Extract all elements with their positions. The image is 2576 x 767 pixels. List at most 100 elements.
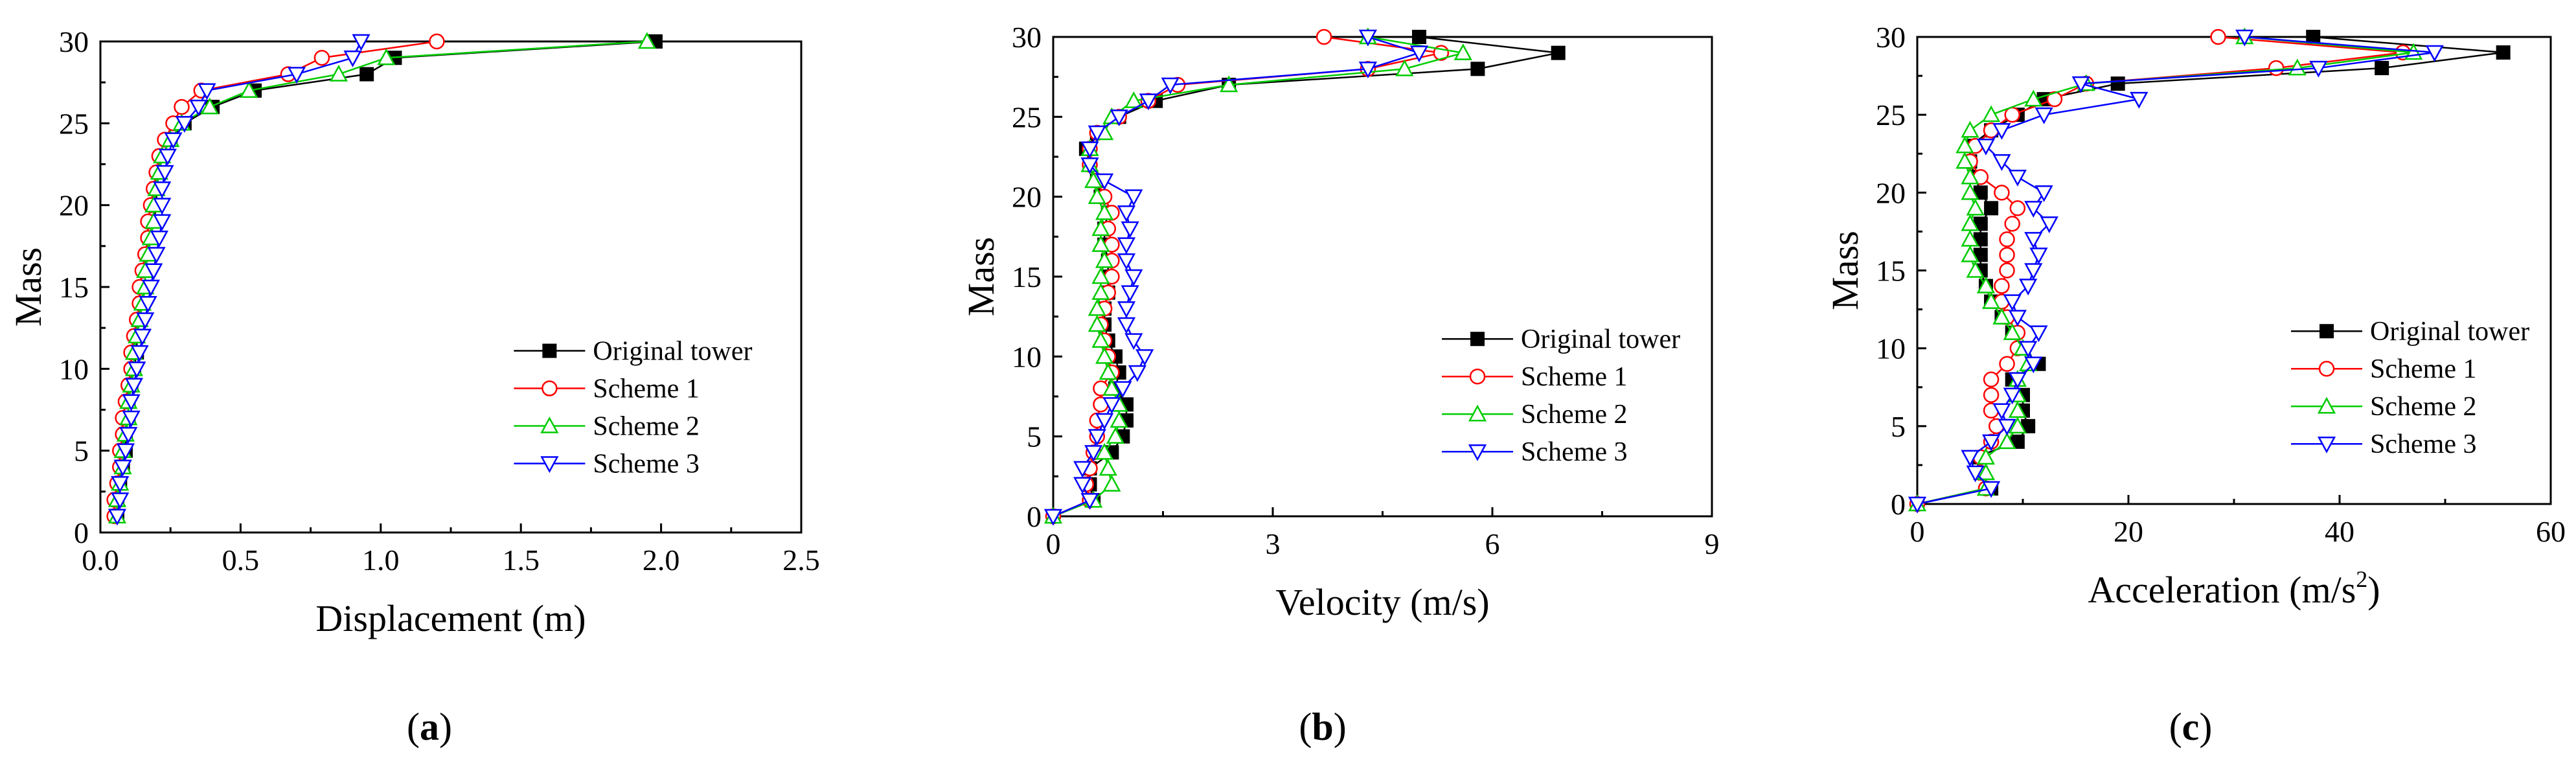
data-point xyxy=(1961,245,1979,262)
y-axis-title: Mass xyxy=(960,237,1002,316)
data-point xyxy=(1113,381,1132,398)
series-scheme-1 xyxy=(106,33,445,524)
data-point xyxy=(1470,62,1485,76)
data-point xyxy=(1091,283,1110,300)
data-point xyxy=(1961,214,1979,231)
y-tick-label: 30 xyxy=(1012,21,1042,54)
data-point xyxy=(1110,109,1128,126)
data-point xyxy=(1095,413,1114,430)
data-point xyxy=(122,410,141,428)
data-point xyxy=(153,214,172,231)
legend-marker xyxy=(2317,436,2336,453)
data-point xyxy=(1983,387,2000,404)
data-point xyxy=(124,378,144,395)
data-point xyxy=(1121,285,1139,303)
data-point xyxy=(2004,216,2020,232)
x-tick-label: 40 xyxy=(2325,515,2354,548)
legend-marker xyxy=(540,456,559,474)
data-point xyxy=(1981,105,2001,122)
y-axis-title: Mass xyxy=(7,247,49,326)
y-tick-label: 10 xyxy=(1012,340,1042,373)
data-point xyxy=(1080,493,1099,510)
data-point xyxy=(1095,442,1114,460)
legend-label: Scheme 1 xyxy=(1521,362,1627,392)
data-point xyxy=(1124,333,1143,350)
data-point xyxy=(130,345,149,362)
data-point xyxy=(1908,496,1927,514)
data-point xyxy=(1961,450,1979,467)
legend-entry: Scheme 1 xyxy=(514,374,700,404)
data-point xyxy=(1128,365,1147,382)
legend-label: Original tower xyxy=(593,337,752,367)
x-tick-label: 0 xyxy=(1046,527,1061,560)
data-point xyxy=(1395,59,1414,76)
x-tick-label: 0.5 xyxy=(222,544,260,577)
y-tick-label: 25 xyxy=(1012,100,1042,133)
data-point xyxy=(1994,185,2010,201)
data-point xyxy=(2210,29,2226,45)
data-point xyxy=(359,67,374,82)
data-point xyxy=(164,132,183,150)
data-point xyxy=(1998,418,2016,436)
data-point xyxy=(1073,461,1092,478)
x-axis-title: Displacement (m) xyxy=(315,597,586,639)
data-point xyxy=(1091,219,1110,236)
data-point xyxy=(2375,61,2389,76)
y-tick-label: 10 xyxy=(1876,332,1906,365)
data-point xyxy=(2040,216,2058,234)
panel-label: (a) xyxy=(407,705,452,748)
legend-entry: Scheme 2 xyxy=(2291,392,2476,422)
legend-entry: Original tower xyxy=(1442,325,1680,354)
data-point xyxy=(1966,198,1985,216)
data-point xyxy=(150,230,168,247)
legend-label: Scheme 1 xyxy=(593,374,699,404)
data-point xyxy=(1966,465,1985,483)
legend-entry: Scheme 1 xyxy=(1442,362,1627,392)
data-point xyxy=(352,34,370,51)
data-point xyxy=(1117,205,1136,222)
legend-label: Scheme 3 xyxy=(2370,429,2476,459)
data-point xyxy=(1955,136,1974,154)
x-tick-label: 0.0 xyxy=(82,544,119,577)
legend-label: Original tower xyxy=(2370,317,2529,347)
data-point xyxy=(1095,251,1114,268)
data-point xyxy=(2029,325,2048,343)
data-point xyxy=(1409,45,1429,63)
y-tick-label: 20 xyxy=(1012,181,1042,214)
data-point xyxy=(2071,76,2090,93)
panel-label-letter: c xyxy=(2182,705,2200,748)
data-point xyxy=(2496,45,2511,60)
data-point xyxy=(1999,231,2015,247)
x-tick-label: 0 xyxy=(1910,515,1925,548)
data-point xyxy=(141,279,161,297)
y-tick-label: 0 xyxy=(74,516,89,549)
y-tick-label: 0 xyxy=(1027,500,1042,533)
data-point xyxy=(1358,29,1378,47)
data-point xyxy=(1992,307,2011,325)
x-tick-label: 3 xyxy=(1266,527,1281,560)
legend-entry: Scheme 2 xyxy=(514,412,700,442)
legend-marker xyxy=(1468,444,1487,461)
data-point xyxy=(1102,475,1121,492)
data-point xyxy=(1102,379,1121,396)
data-point xyxy=(1966,260,1985,278)
data-point xyxy=(1124,269,1143,286)
data-point xyxy=(1091,235,1110,252)
data-point xyxy=(155,165,174,182)
data-point xyxy=(1998,432,2016,450)
data-point xyxy=(1095,173,1114,190)
legend-label: Scheme 3 xyxy=(593,450,699,479)
data-point xyxy=(2003,294,2022,312)
data-point xyxy=(158,148,177,166)
data-point xyxy=(1121,221,1139,238)
series-scheme-3 xyxy=(1043,29,1429,526)
legend-marker xyxy=(1468,404,1487,422)
data-point xyxy=(2008,401,2027,418)
data-point xyxy=(1358,62,1378,78)
data-point xyxy=(1976,463,1996,481)
data-point xyxy=(122,394,141,411)
x-tick-label: 1.5 xyxy=(502,544,540,577)
legend-marker xyxy=(1470,332,1485,347)
legend-marker xyxy=(1469,368,1486,385)
